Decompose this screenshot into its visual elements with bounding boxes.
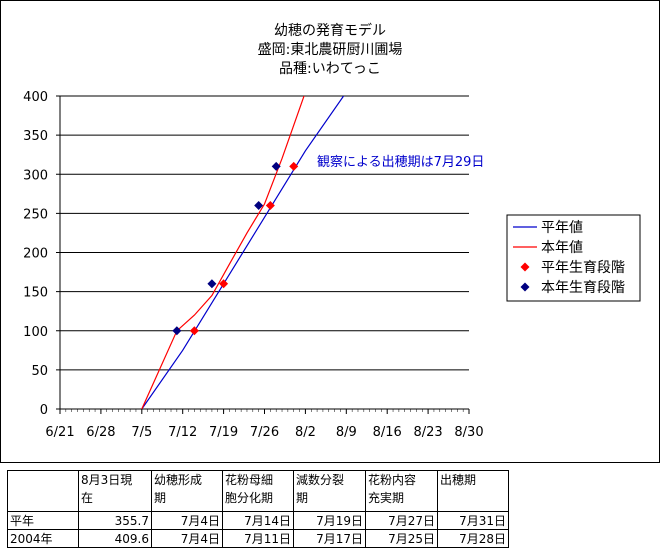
y-tick-label: 400 (23, 90, 48, 105)
legend-label: 本年生育段階 (541, 280, 625, 296)
header-cell: 幼穂形成期 (151, 470, 223, 512)
table-header-row: 8月3日現在 幼穂形成期 花粉母細 胞分化期 減数分裂期 花粉内容 充実期 出穂期 (7, 470, 509, 512)
y-tick-label: 100 (23, 325, 48, 340)
x-tick-label: 6/21 (45, 425, 74, 440)
x-tick-label: 6/28 (86, 425, 115, 440)
legend-label: 本年値 (541, 240, 583, 256)
table-row: 平年 355.7 7月4日 7月14日 7月19日 7月27日 7月31日 (7, 511, 509, 530)
x-tick-label: 7/19 (209, 425, 238, 440)
legend-marker-swatch (520, 262, 530, 272)
data-point-marker (271, 161, 281, 171)
chart-title-line: 品種:いわてっこ (279, 61, 381, 77)
legend-label: 平年生育段階 (541, 260, 625, 276)
table-corner-cell (7, 470, 79, 512)
table-cell: 7月28日 (437, 529, 509, 548)
table-cell: 7月14日 (222, 511, 294, 530)
data-point-marker (265, 201, 275, 211)
x-tick-label: 8/16 (373, 425, 402, 440)
x-tick-label: 7/12 (168, 425, 197, 440)
row-label: 平年 (7, 511, 79, 530)
x-tick-label: 8/23 (413, 425, 442, 440)
table-cell: 7月4日 (151, 529, 223, 548)
x-tick-label: 7/5 (131, 425, 152, 440)
y-tick-label: 200 (23, 247, 48, 262)
y-tick-label: 0 (40, 403, 48, 418)
legend-label: 平年値 (541, 220, 583, 236)
x-tick-label: 8/30 (454, 425, 483, 440)
y-tick-label: 50 (31, 364, 48, 379)
header-cell: 8月3日現在 (78, 470, 152, 512)
growth-stage-table: 8月3日現在 幼穂形成期 花粉母細 胞分化期 減数分裂期 花粉内容 充実期 出穂期 … (7, 470, 509, 548)
annotation-text: 観察による出穂期は7月29日 (317, 155, 484, 170)
y-tick-label: 300 (23, 168, 48, 183)
table-cell: 7月19日 (293, 511, 366, 530)
table-cell: 7月4日 (151, 511, 223, 530)
y-tick-label: 250 (23, 207, 48, 222)
data-point-marker (207, 279, 217, 289)
chart-title-line: 盛岡:東北農研厨川圃場 (258, 42, 403, 58)
table-cell: 7月31日 (437, 511, 509, 530)
series-line (141, 96, 305, 409)
table-cell: 355.7 (78, 511, 152, 530)
data-point-marker (219, 279, 229, 289)
chart-title-line: 幼穂の発育モデル (274, 22, 386, 39)
header-cell: 減数分裂期 (293, 470, 366, 512)
table-cell: 7月11日 (222, 529, 294, 548)
table-row: 2004年 409.6 7月4日 7月11日 7月17日 7月25日 7月28日 (7, 529, 509, 548)
header-cell: 出穂期 (437, 470, 509, 512)
chart: 0 50 100 150 200 250 300 350 400 6/21 6/28 7/5 7/12 7… (23, 22, 641, 440)
row-label: 2004年 (7, 529, 79, 548)
x-tick-label: 8/2 (295, 425, 316, 440)
table-cell: 7月25日 (365, 529, 438, 548)
data-point-marker (172, 326, 182, 336)
data-point-marker (254, 201, 264, 211)
legend-box (506, 214, 641, 302)
header-cell: 花粉母細 胞分化期 (222, 470, 294, 512)
y-tick-label: 350 (23, 129, 48, 144)
table-cell: 7月17日 (293, 529, 366, 548)
table-cell: 409.6 (78, 529, 152, 548)
x-tick-label: 7/26 (250, 425, 279, 440)
x-tick-label: 8/9 (336, 425, 357, 440)
header-cell: 花粉内容 充実期 (365, 470, 438, 512)
series-line (141, 96, 345, 409)
y-tick-label: 150 (23, 286, 48, 301)
table-cell: 7月27日 (365, 511, 438, 530)
legend-marker-swatch (520, 282, 530, 292)
data-point-marker (289, 161, 299, 171)
data-point-marker (189, 326, 199, 336)
